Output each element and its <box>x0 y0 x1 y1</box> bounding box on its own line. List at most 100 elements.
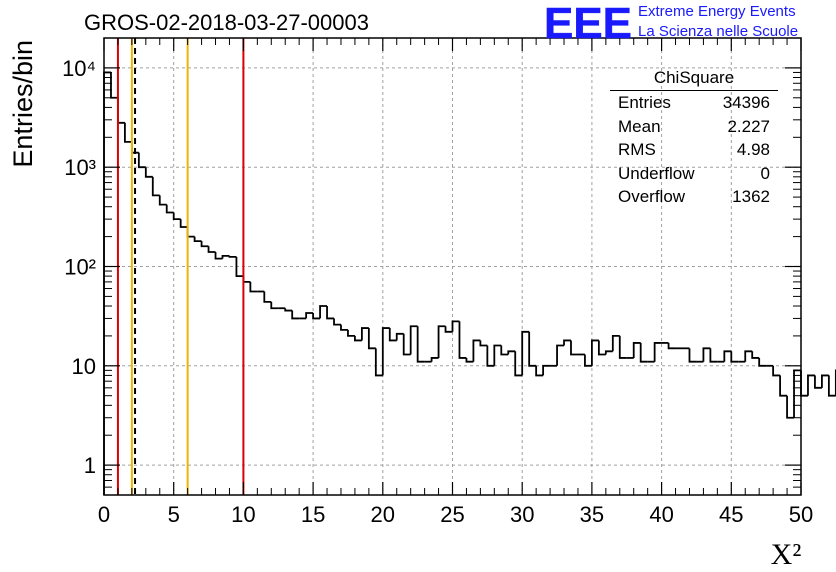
histogram-bin <box>151 176 160 197</box>
stats-title: ChiSquare <box>610 66 778 91</box>
stats-row: Underflow 0 <box>610 162 778 186</box>
y-tick-label: 10³ <box>64 155 96 180</box>
histogram-bin <box>514 351 523 377</box>
stats-value: 34396 <box>722 93 770 112</box>
histogram-bin <box>312 313 321 320</box>
eee-logo: EEE <box>544 2 632 42</box>
stats-value: 2.227 <box>727 116 770 136</box>
x-tick-label: 30 <box>510 502 534 527</box>
axis-ticks <box>103 37 802 496</box>
histogram-bin <box>374 348 383 377</box>
histogram-bin <box>479 340 488 347</box>
histogram-bin <box>444 326 453 333</box>
x-tick-label: 40 <box>649 502 673 527</box>
histogram-bin <box>409 325 418 355</box>
histogram-bin <box>388 328 397 342</box>
histogram-bin <box>242 276 251 283</box>
histogram-bin <box>458 321 467 359</box>
histogram-bin <box>779 375 788 397</box>
histogram-bin <box>165 204 174 214</box>
stats-value: 0 <box>760 163 770 183</box>
stats-value: 1362 <box>732 187 770 206</box>
x-tick-label: 35 <box>580 502 604 527</box>
histogram-bin <box>827 375 836 397</box>
histogram-bin <box>103 71 111 495</box>
histogram-bin <box>186 226 195 238</box>
histogram-bin <box>465 357 474 363</box>
histogram-bin <box>667 342 676 350</box>
logo-line-1: Extreme Energy Events <box>638 3 796 20</box>
x-tick-label: 0 <box>98 502 110 527</box>
histogram-bin <box>381 327 390 376</box>
histogram-bin <box>228 255 237 258</box>
histogram-bin <box>507 350 516 355</box>
histogram-bin <box>639 342 648 363</box>
histogram-bin <box>751 351 760 359</box>
x-tick-label: 5 <box>168 502 180 527</box>
histogram-bin <box>347 329 355 337</box>
histogram-bin <box>172 212 181 221</box>
histogram-bin <box>500 345 509 356</box>
histogram-bin <box>597 340 606 356</box>
histogram-bin <box>110 72 118 99</box>
x-axis-label: X² <box>771 538 802 571</box>
histogram-bin <box>284 308 293 312</box>
histogram-bin <box>821 374 829 388</box>
histogram-bin <box>221 254 230 259</box>
histogram-bin <box>688 348 697 363</box>
y-axis-label: Entries/bin <box>8 40 38 168</box>
eee-logo-mark: EEE <box>544 2 632 42</box>
histogram-bin <box>744 350 753 362</box>
histogram-bin <box>193 236 202 243</box>
histogram-bin <box>117 97 125 124</box>
histogram-bin <box>521 330 530 376</box>
histogram-bin <box>814 375 822 389</box>
histogram-bin <box>570 340 578 356</box>
histogram-bin <box>653 342 662 362</box>
stats-box: ChiSquare Entries 34396 Mean 2.227 RMS 4… <box>610 66 778 209</box>
histogram-bin <box>786 395 795 419</box>
x-tick-label: 15 <box>301 502 325 527</box>
histogram-bin <box>437 325 446 358</box>
histogram-bin <box>807 374 815 396</box>
stats-label: Entries <box>618 93 671 112</box>
histogram-bin <box>326 306 335 320</box>
x-tick-label: 25 <box>440 502 464 527</box>
histogram-bin <box>340 324 348 331</box>
histogram-bin <box>730 351 739 363</box>
histogram-bin <box>542 364 551 376</box>
histogram-bin <box>319 305 328 319</box>
histogram-bin <box>451 320 460 332</box>
histogram-bin <box>800 370 808 397</box>
histogram-bin <box>430 357 439 362</box>
stats-row: Overflow 1362 <box>610 185 778 209</box>
x-tick-label: 20 <box>371 502 395 527</box>
x-tick-label: 45 <box>719 502 743 527</box>
stats-row: Mean 2.227 <box>610 115 778 139</box>
histogram-bin <box>158 195 167 206</box>
reference-lines <box>116 38 245 495</box>
histogram-bin <box>535 365 544 377</box>
histogram-bin <box>291 310 300 320</box>
histogram-bin <box>618 335 627 359</box>
tick-labels: 0 5 10 15 20 25 30 35 40 45 50 1 10 10² 10³ 10⁴ <box>62 56 813 527</box>
stats-row: Entries 34396 <box>610 91 778 115</box>
histogram-bin <box>702 347 711 362</box>
histogram-bin <box>793 369 801 418</box>
logo-line-2: La Scienza nelle Scuole <box>638 23 799 40</box>
stats-label: Underflow <box>618 163 695 183</box>
histogram-bin <box>416 326 425 363</box>
histogram-bin <box>723 350 732 362</box>
y-tick-label: 10 <box>72 354 96 379</box>
x-tick-label: 10 <box>231 502 255 527</box>
y-tick-label: 10⁴ <box>62 56 96 81</box>
histogram-bin <box>124 122 132 143</box>
x-tick-label: 50 <box>789 502 813 527</box>
stats-label: RMS <box>618 140 656 159</box>
histogram-bin <box>486 345 495 367</box>
histogram-bin <box>395 332 404 341</box>
stats-value: 4.98 <box>736 140 770 159</box>
histogram-bin <box>604 350 613 355</box>
y-tick-label: 10² <box>64 255 96 280</box>
